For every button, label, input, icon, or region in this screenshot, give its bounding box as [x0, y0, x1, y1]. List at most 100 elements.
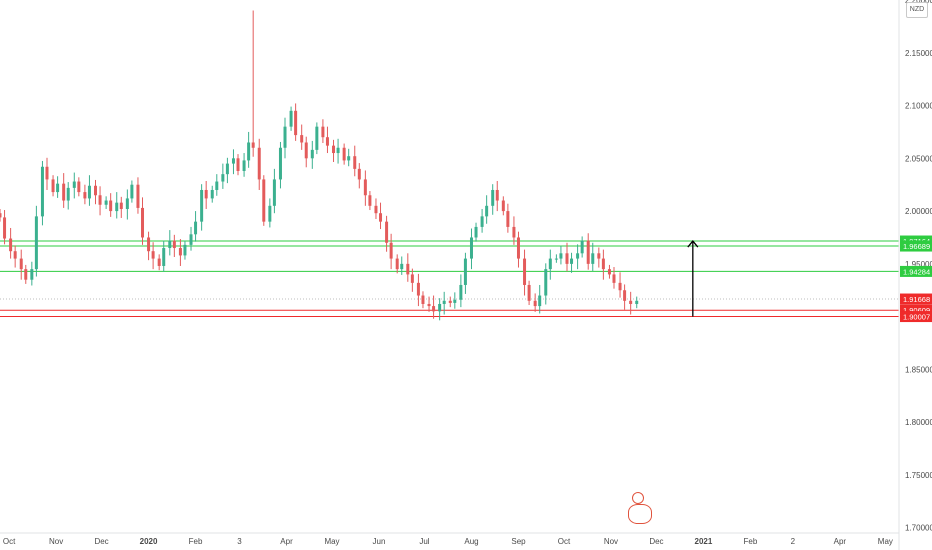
candle-body: [421, 295, 425, 304]
candle-body: [406, 263, 410, 275]
x-tick-label: Jun: [373, 537, 386, 546]
y-tick-label: 1.75000: [905, 471, 932, 480]
candle-body: [162, 248, 166, 266]
candle-body: [221, 174, 225, 182]
candle-body: [9, 238, 13, 252]
candle-body: [332, 145, 336, 154]
candle-body: [374, 205, 378, 214]
candle-body: [527, 284, 531, 301]
candle-body: [19, 258, 23, 270]
candle-body: [342, 147, 346, 161]
level-price-label: 1.90609: [903, 306, 930, 315]
candle-body: [294, 110, 298, 136]
x-tick-label: Dec: [94, 537, 108, 546]
candle-body: [463, 258, 467, 285]
candle-body: [635, 300, 639, 304]
candle-body: [119, 202, 123, 209]
economic-events-icon[interactable]: [626, 492, 660, 528]
candle-body: [438, 303, 442, 312]
y-tick-label: 2.05000: [905, 154, 932, 163]
candle-body: [289, 110, 293, 127]
candle-body: [109, 200, 113, 212]
level-price-label: 1.96689: [903, 242, 930, 251]
candle-body: [147, 237, 151, 252]
candle-body: [172, 240, 176, 249]
level-price-tag: [900, 265, 932, 277]
x-tick-label: Feb: [189, 537, 203, 546]
candle-body: [130, 184, 134, 199]
candle-body: [597, 253, 601, 259]
y-tick-label: 1.95000: [905, 260, 932, 269]
candle-body: [178, 248, 182, 256]
candle-body: [501, 200, 505, 212]
candle-body: [548, 258, 552, 270]
candle-body: [453, 299, 457, 303]
candle-body: [141, 207, 145, 238]
candle-body: [183, 244, 187, 256]
candle-body: [554, 258, 558, 260]
candle-body: [336, 147, 340, 154]
candle-body: [168, 240, 172, 249]
level-price-tag: [900, 293, 932, 305]
candle-body: [491, 189, 495, 206]
x-tick-label: 2021: [695, 537, 713, 546]
candle-body: [268, 205, 272, 222]
candle-body: [242, 160, 246, 171]
candle-body: [204, 189, 208, 199]
candle-body: [310, 149, 314, 159]
candle-body: [516, 237, 520, 259]
x-tick-label: Oct: [558, 537, 571, 546]
candle-body: [231, 158, 235, 164]
candle-body: [565, 253, 569, 264]
candle-body: [315, 126, 319, 150]
candle-body: [94, 185, 98, 196]
y-tick-label: 2.10000: [905, 102, 932, 111]
currency-badge[interactable]: NZD: [906, 2, 928, 18]
level-price-label: 1.94284: [903, 267, 930, 276]
candle-body: [580, 240, 584, 254]
candle-body: [194, 221, 198, 235]
candle-body: [448, 300, 452, 303]
candle-body: [34, 216, 38, 270]
candle-body: [62, 183, 66, 201]
candle-body: [51, 179, 55, 193]
candle-body: [300, 135, 304, 143]
candle-body: [512, 226, 516, 238]
x-tick-label: 2: [791, 537, 796, 546]
candle-body: [410, 274, 414, 283]
candle-body: [30, 269, 34, 280]
candle-body: [321, 126, 325, 138]
candle-body: [104, 200, 108, 205]
candle-body: [325, 137, 329, 146]
arrow-head-icon[interactable]: [687, 240, 699, 248]
candle-body: [87, 185, 91, 199]
candle-body: [559, 253, 563, 259]
level-labels: 1.971641.966891.942841.916681.906091.900…: [900, 235, 932, 323]
event-marker-icon[interactable]: [632, 492, 644, 504]
candle-body: [283, 126, 287, 148]
level-price-label: 1.91668: [903, 295, 930, 304]
event-marker-icon[interactable]: [628, 504, 652, 524]
x-tick-label: Aug: [464, 537, 478, 546]
x-tick-label: Jul: [419, 537, 429, 546]
candle-body: [368, 195, 372, 206]
candle-body: [459, 284, 463, 300]
x-tick-label: Oct: [3, 537, 16, 546]
candle-body: [151, 251, 155, 259]
candle-body: [304, 142, 308, 159]
candle-body: [389, 242, 393, 259]
candle-body: [612, 274, 616, 283]
candle-body: [125, 198, 129, 209]
candle-body: [538, 295, 542, 307]
x-tick-label: Nov: [49, 537, 63, 546]
measure-arrow[interactable]: [687, 240, 699, 317]
candle-body: [115, 202, 119, 212]
candle-body: [442, 300, 446, 304]
candle-body: [607, 269, 611, 275]
candle-body: [379, 213, 383, 222]
y-tick-label: 1.70000: [905, 524, 932, 533]
x-axis-ticks[interactable]: Oct Nov Dec 2020 Feb 3 Apr May Jun Jul Aug Sep Oct No…: [3, 537, 893, 546]
candle-body: [347, 156, 351, 161]
x-tick-label: 2020: [140, 537, 158, 546]
